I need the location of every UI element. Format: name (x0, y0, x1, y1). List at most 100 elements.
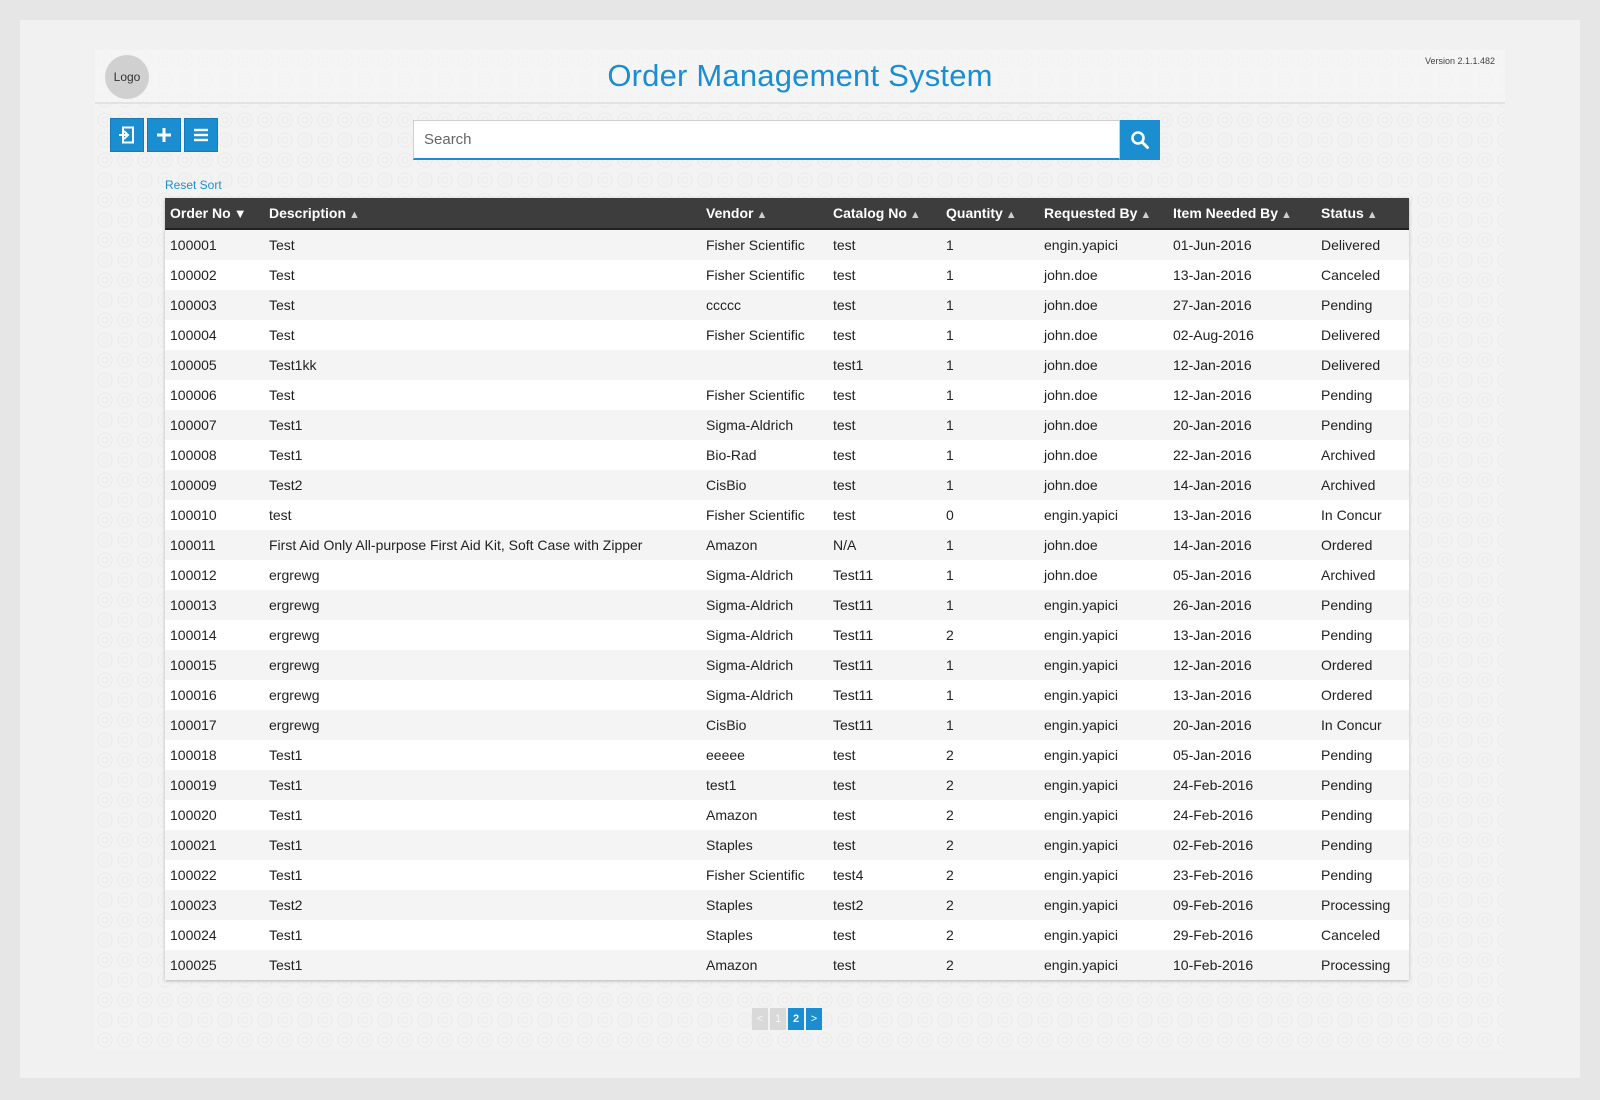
cell-description: Test1 (264, 860, 701, 890)
column-header-quantity[interactable]: Quantity ▲ (941, 198, 1039, 230)
cell-catalog-no: test (828, 260, 941, 290)
cell-requested-by: john.doe (1039, 320, 1168, 350)
cell-status: Canceled (1316, 920, 1409, 950)
cell-quantity: 2 (941, 920, 1039, 950)
next-page-button[interactable]: > (806, 1008, 822, 1030)
cell-vendor: Sigma-Aldrich (701, 680, 828, 710)
menu-button[interactable] (184, 118, 218, 152)
cell-vendor: Staples (701, 920, 828, 950)
cell-quantity: 1 (941, 560, 1039, 590)
table-row[interactable]: 100004 Test Fisher Scientific test 1 john.doe… (165, 320, 1409, 350)
search-button[interactable] (1120, 120, 1160, 160)
cell-requested-by: engin.yapici (1039, 950, 1168, 980)
cell-quantity: 2 (941, 800, 1039, 830)
cell-item-needed-by: 13-Jan-2016 (1168, 500, 1316, 530)
prev-page-button[interactable]: < (752, 1008, 768, 1030)
table-row[interactable]: 100021 Test1 Staples test 2 engin.yapici 02-Fe… (165, 830, 1409, 860)
table-row[interactable]: 100005 Test1kk test1 1 john.doe 12-Jan-2016 De… (165, 350, 1409, 380)
cell-order-no: 100008 (165, 440, 264, 470)
table-row[interactable]: 100019 Test1 test1 test 2 engin.yapici 24-Feb-… (165, 770, 1409, 800)
column-header-vendor[interactable]: Vendor ▲ (701, 198, 828, 230)
cell-item-needed-by: 05-Jan-2016 (1168, 560, 1316, 590)
column-header-order-no[interactable]: Order No ▼ (165, 198, 264, 230)
cell-quantity: 2 (941, 860, 1039, 890)
cell-order-no: 100001 (165, 229, 264, 260)
table-row[interactable]: 100022 Test1 Fisher Scientific test4 2 engin.… (165, 860, 1409, 890)
cell-quantity: 1 (941, 290, 1039, 320)
column-header-label: Vendor (706, 205, 754, 221)
cell-description: ergrewg (264, 560, 701, 590)
table-row[interactable]: 100014 ergrewg Sigma-Aldrich Test11 2 engin.y… (165, 620, 1409, 650)
column-header-item-needed-by[interactable]: Item Needed By ▲ (1168, 198, 1316, 230)
table-row[interactable]: 100020 Test1 Amazon test 2 engin.yapici 24-Feb… (165, 800, 1409, 830)
cell-catalog-no: test (828, 440, 941, 470)
reset-sort-link[interactable]: Reset Sort (165, 178, 222, 192)
table-row[interactable]: 100015 ergrewg Sigma-Aldrich Test11 1 engin.y… (165, 650, 1409, 680)
cell-catalog-no: Test11 (828, 710, 941, 740)
table-row[interactable]: 100016 ergrewg Sigma-Aldrich Test11 1 engin.y… (165, 680, 1409, 710)
cell-item-needed-by: 14-Jan-2016 (1168, 530, 1316, 560)
cell-status: Archived (1316, 440, 1409, 470)
cell-description: Test1 (264, 830, 701, 860)
cell-requested-by: engin.yapici (1039, 860, 1168, 890)
cell-description: ergrewg (264, 620, 701, 650)
sort-asc-icon: ▲ (349, 209, 360, 221)
column-header-catalog-no[interactable]: Catalog No ▲ (828, 198, 941, 230)
logo[interactable]: Logo (105, 55, 149, 99)
cell-catalog-no: test4 (828, 860, 941, 890)
cell-vendor: Amazon (701, 530, 828, 560)
cell-catalog-no: test (828, 950, 941, 980)
table-row[interactable]: 100003 Test ccccc test 1 john.doe 27-Jan-2016 P… (165, 290, 1409, 320)
table-row[interactable]: 100006 Test Fisher Scientific test 1 john.doe… (165, 380, 1409, 410)
cell-vendor: CisBio (701, 710, 828, 740)
cell-description: Test1 (264, 950, 701, 980)
table-header-row: Order No ▼ Description ▲ Vendor ▲ Catalog N… (165, 198, 1409, 230)
table-row[interactable]: 100002 Test Fisher Scientific test 1 john.doe… (165, 260, 1409, 290)
cell-requested-by: engin.yapici (1039, 800, 1168, 830)
table-row[interactable]: 100013 ergrewg Sigma-Aldrich Test11 1 engin.y… (165, 590, 1409, 620)
sort-asc-icon: ▲ (1005, 209, 1017, 221)
cell-description: ergrewg (264, 680, 701, 710)
column-header-requested-by[interactable]: Requested By ▲ (1039, 198, 1168, 230)
cell-item-needed-by: 02-Feb-2016 (1168, 830, 1316, 860)
cell-requested-by: john.doe (1039, 560, 1168, 590)
search-input[interactable] (413, 120, 1120, 160)
cell-item-needed-by: 27-Jan-2016 (1168, 290, 1316, 320)
cell-order-no: 100018 (165, 740, 264, 770)
cell-description: Test (264, 229, 701, 260)
cell-description: Test (264, 320, 701, 350)
page-button-2[interactable]: 2 (788, 1008, 804, 1030)
table-row[interactable]: 100017 ergrewg CisBio Test11 1 engin.yapici 20… (165, 710, 1409, 740)
table-row[interactable]: 100011 First Aid Only All-purpose First A… (165, 530, 1409, 560)
cell-description: Test1kk (264, 350, 701, 380)
cell-item-needed-by: 10-Feb-2016 (1168, 950, 1316, 980)
cell-catalog-no: test (828, 380, 941, 410)
table-row[interactable]: 100008 Test1 Bio-Rad test 1 john.doe 22-Jan-20… (165, 440, 1409, 470)
table-row[interactable]: 100009 Test2 CisBio test 1 john.doe 14-Jan-201… (165, 470, 1409, 500)
column-header-status[interactable]: Status ▲ (1316, 198, 1409, 230)
cell-catalog-no: test (828, 800, 941, 830)
page-button-1[interactable]: 1 (770, 1008, 786, 1030)
table-row[interactable]: 100001 Test Fisher Scientific test 1 engin.ya… (165, 229, 1409, 260)
cell-requested-by: engin.yapici (1039, 650, 1168, 680)
cell-status: In Concur (1316, 500, 1409, 530)
column-header-description[interactable]: Description ▲ (264, 198, 701, 230)
cell-vendor: Staples (701, 830, 828, 860)
table-row[interactable]: 100010 test Fisher Scientific test 0 engin.ya… (165, 500, 1409, 530)
cell-requested-by: john.doe (1039, 440, 1168, 470)
table-row[interactable]: 100023 Test2 Staples test2 2 engin.yapici 09-F… (165, 890, 1409, 920)
cell-vendor: Sigma-Aldrich (701, 560, 828, 590)
table-row[interactable]: 100025 Test1 Amazon test 2 engin.yapici 10-Feb… (165, 950, 1409, 980)
cell-order-no: 100005 (165, 350, 264, 380)
add-button[interactable] (147, 118, 181, 152)
cell-item-needed-by: 26-Jan-2016 (1168, 590, 1316, 620)
table-row[interactable]: 100007 Test1 Sigma-Aldrich test 1 john.doe 20-… (165, 410, 1409, 440)
cell-order-no: 100011 (165, 530, 264, 560)
table-row[interactable]: 100018 Test1 eeeee test 2 engin.yapici 05-Jan-… (165, 740, 1409, 770)
logout-button[interactable] (110, 118, 144, 152)
sort-asc-icon: ▲ (909, 209, 921, 221)
cell-status: Pending (1316, 740, 1409, 770)
cell-vendor: Sigma-Aldrich (701, 590, 828, 620)
table-row[interactable]: 100024 Test1 Staples test 2 engin.yapici 29-Fe… (165, 920, 1409, 950)
table-row[interactable]: 100012 ergrewg Sigma-Aldrich Test11 1 john.do… (165, 560, 1409, 590)
